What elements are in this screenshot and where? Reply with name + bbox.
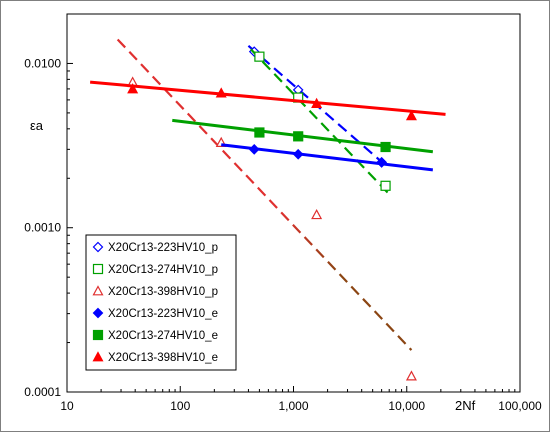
series-layer xyxy=(89,38,446,381)
legend-marker xyxy=(92,329,104,341)
legend-marker xyxy=(92,285,104,296)
axes: 10 100 1,000 10,000 100,000 0.0001 0.0010 0.010… xyxy=(24,13,542,413)
y-tick-label: 0.0100 xyxy=(24,56,61,70)
data-point xyxy=(311,97,323,108)
y-axis-label: εa xyxy=(30,118,44,133)
legend-marker xyxy=(92,263,104,275)
data-point xyxy=(293,131,304,142)
data-point xyxy=(248,143,260,155)
fit-line xyxy=(116,38,413,351)
x-tick-label: 100,000 xyxy=(498,399,542,413)
data-point xyxy=(215,87,227,98)
legend-label: X20Cr13-398HV10_p xyxy=(108,286,218,298)
legend-label: X20Cr13-223HV10_p xyxy=(108,242,218,254)
series-X20Cr13-398HV10_p xyxy=(116,38,417,381)
fit-line xyxy=(89,80,446,116)
data-point xyxy=(405,110,417,121)
legend-label: X20Cr13-398HV10_e xyxy=(108,352,218,364)
fit-line xyxy=(250,48,391,195)
x-tick-label: 10 xyxy=(60,399,74,413)
x-tick-label: 100 xyxy=(170,399,190,413)
x-tick-label: 10,000 xyxy=(388,399,425,413)
y-tick-label: 0.0010 xyxy=(24,221,61,235)
data-point xyxy=(127,83,139,94)
x-tick-label: 1,000 xyxy=(278,399,308,413)
legend-label: X20Cr13-274HV10_p xyxy=(108,264,218,276)
x-axis-label: 2Nf xyxy=(455,398,476,413)
legend-box xyxy=(85,234,237,371)
series-X20Cr13-274HV10_p xyxy=(250,48,391,195)
data-point xyxy=(376,157,387,168)
data-point xyxy=(292,148,304,160)
data-point xyxy=(405,370,417,381)
legend-label: X20Cr13-274HV10_e xyxy=(108,330,218,342)
legend-marker xyxy=(92,307,104,319)
legend: X20Cr13-223HV10_p X20Cr13-274HV10_p X20Cr1… xyxy=(85,234,237,371)
data-point xyxy=(254,51,265,62)
series-X20Cr13-223HV10_e xyxy=(221,143,434,172)
legend-marker xyxy=(92,241,104,253)
legend-marker xyxy=(92,351,104,362)
series-X20Cr13-398HV10_e xyxy=(89,80,446,121)
y-tick-label: 0.0001 xyxy=(24,385,61,399)
data-point xyxy=(380,141,391,153)
data-point xyxy=(380,180,391,191)
series-X20Cr13-274HV10_e xyxy=(172,118,434,154)
legend-label: X20Cr13-223HV10_e xyxy=(108,308,218,320)
data-point xyxy=(254,127,265,138)
data-point xyxy=(311,208,323,220)
